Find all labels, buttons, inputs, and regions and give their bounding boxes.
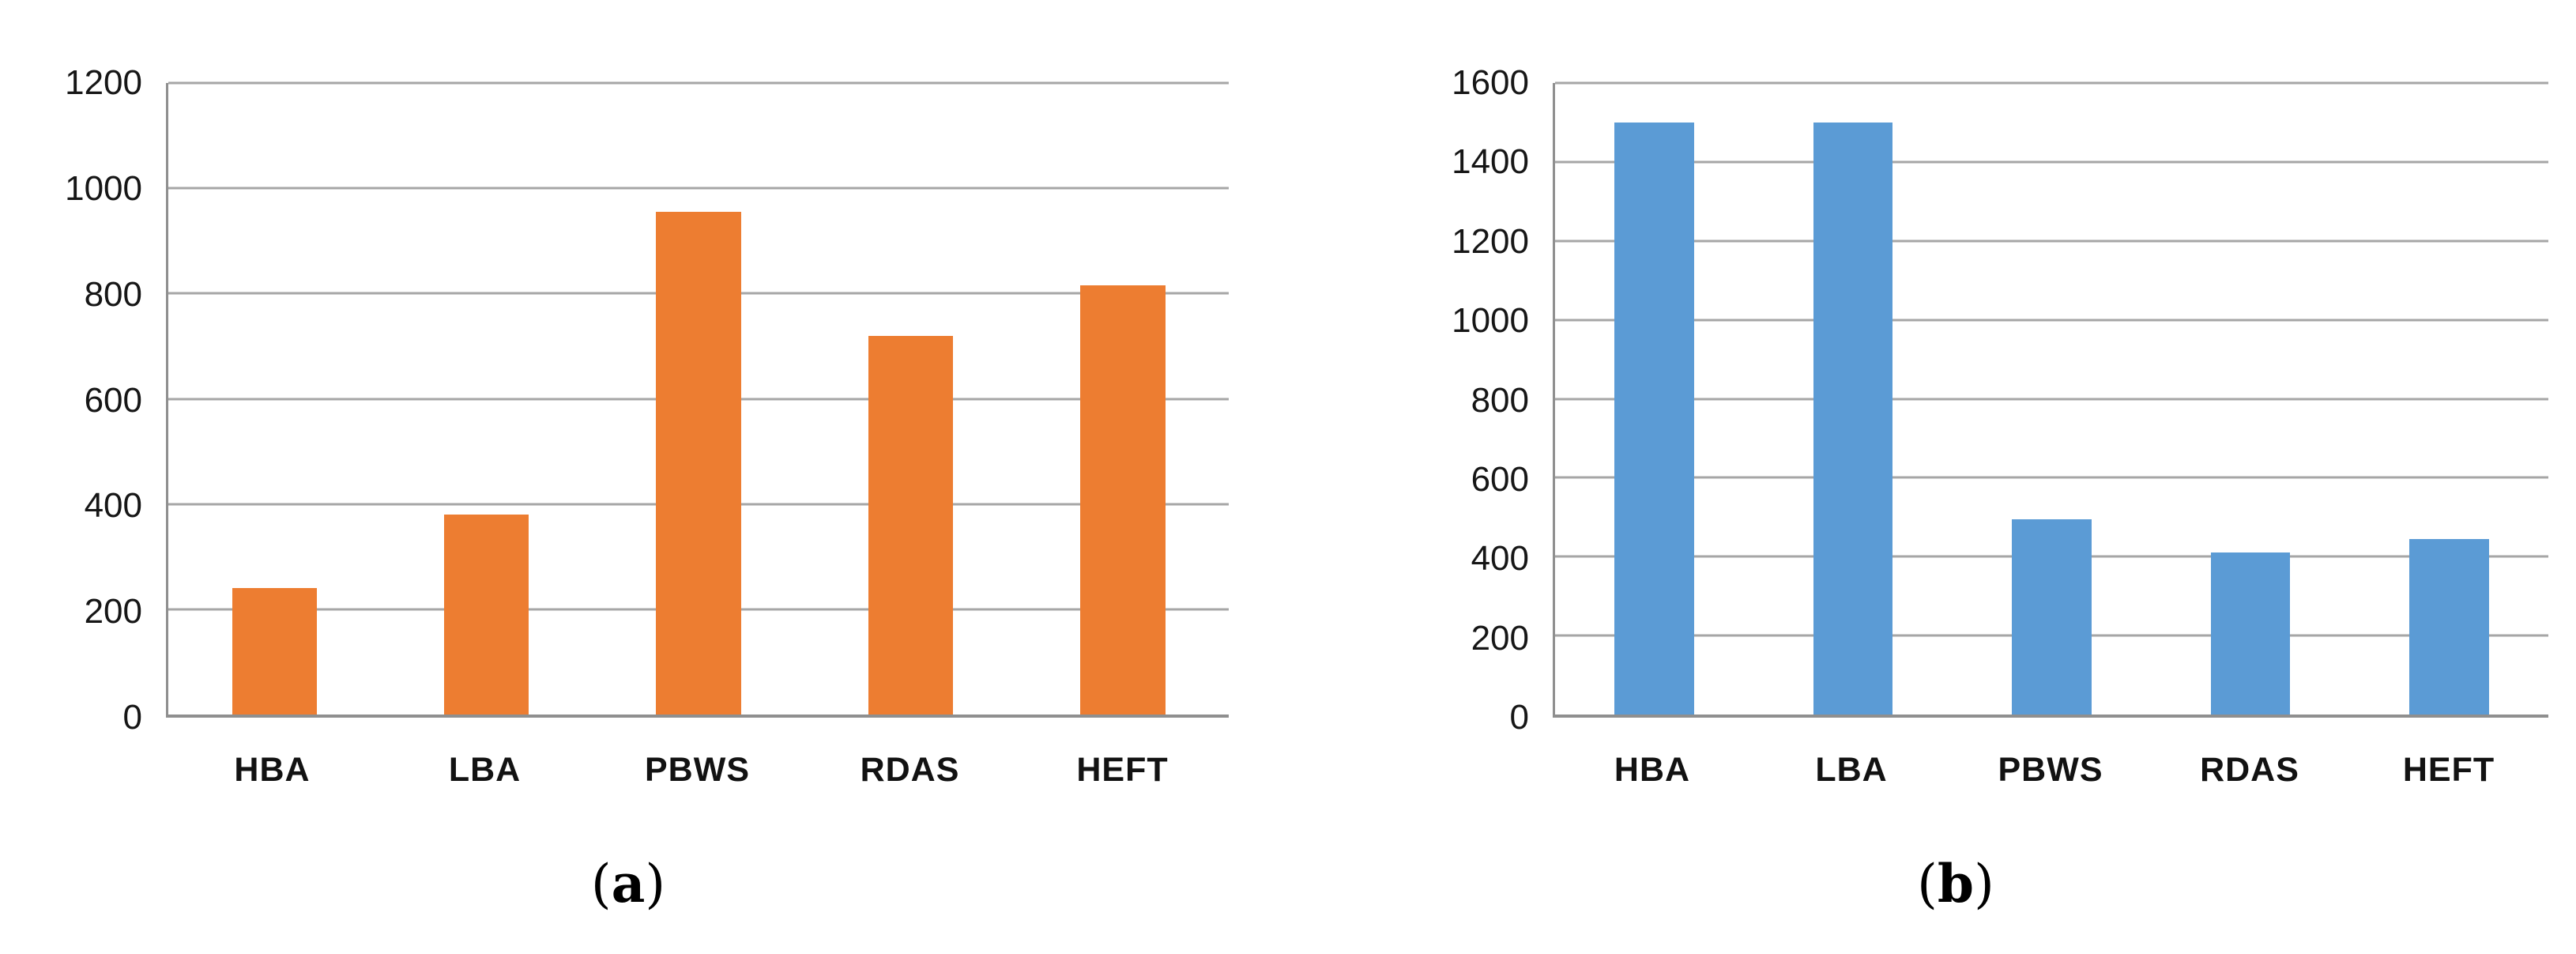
bar-slot-rdas — [2151, 83, 2349, 715]
y-tick-label-200: 200 — [1471, 618, 1529, 658]
bar-rdas — [2210, 552, 2291, 715]
gridline-600 — [1555, 476, 2548, 479]
x-tick-label-heft: HEFT — [2402, 751, 2495, 789]
gridline-800 — [1555, 398, 2548, 400]
x-tick-label-hba: HBA — [234, 751, 311, 789]
x-tick-label-pbws: PBWS — [645, 751, 750, 789]
bar-heft — [1080, 285, 1166, 715]
gridline-1000 — [1555, 319, 2548, 322]
caption-b: (b) — [1363, 853, 2548, 914]
bar-hba — [232, 588, 317, 715]
bar-series-b — [1555, 83, 2548, 715]
bar-series-a — [168, 83, 1229, 715]
y-tick-label-1200: 1200 — [1452, 221, 1529, 261]
bar-slot-rdas — [804, 83, 1016, 715]
y-tick-label-600: 600 — [1471, 459, 1529, 499]
bar-slot-hba — [1555, 83, 1753, 715]
x-tick-label-pbws: PBWS — [1998, 751, 2103, 789]
y-tick-label-600: 600 — [84, 380, 142, 420]
x-tick-label-lba: LBA — [1815, 751, 1888, 789]
bar-rdas — [868, 335, 954, 715]
y-tick-label-1600: 1600 — [1452, 63, 1529, 102]
gridline-1400 — [1555, 160, 2548, 164]
bar-lba — [1813, 122, 1893, 715]
bar-pbws — [2012, 518, 2092, 715]
chart-b: 1600 1400 1200 1000 800 600 400 200 0 — [1363, 66, 2548, 735]
x-tick-label-lba: LBA — [448, 751, 522, 789]
x-axis-labels-b: HBA LBA PBWS RDAS HEFT — [1553, 751, 2548, 790]
y-tick-label-400: 400 — [84, 486, 142, 526]
chart-a: 1200 1000 800 600 400 200 0 — [28, 66, 1229, 735]
plot-area-b — [1553, 81, 2548, 718]
y-tick-label-800: 800 — [1471, 380, 1529, 420]
y-tick-label-1000: 1000 — [65, 168, 142, 208]
caption-b-open-paren: ( — [1917, 854, 1938, 914]
gridline-1000 — [168, 187, 1229, 190]
caption-a-letter: a — [611, 853, 646, 914]
x-axis-spacer — [1363, 751, 1553, 790]
chart-panel-b: 1600 1400 1200 1000 800 600 400 200 0 HBA LBA PBWS… — [1363, 0, 2548, 954]
bar-slot-hba — [168, 83, 380, 715]
bar-slot-heft — [2350, 83, 2548, 715]
gridline-1200 — [168, 81, 1229, 85]
caption-a-close-paren: ) — [645, 854, 666, 914]
bar-slot-lba — [1753, 83, 1952, 715]
bar-lba — [443, 514, 529, 715]
x-tick-label-rdas: RDAS — [2200, 751, 2299, 789]
bar-slot-heft — [1017, 83, 1229, 715]
x-tick-label-hba: HBA — [1614, 751, 1691, 789]
y-tick-label-1200: 1200 — [65, 63, 142, 102]
bar-slot-lba — [380, 83, 592, 715]
x-axis-a: HBA LBA PBWS RDAS HEFT — [28, 751, 1229, 790]
x-tick-label-rdas: RDAS — [860, 751, 960, 789]
x-axis-labels-a: HBA LBA PBWS RDAS HEFT — [166, 751, 1229, 790]
caption-b-close-paren: ) — [1974, 854, 1994, 914]
y-tick-label-800: 800 — [84, 274, 142, 314]
x-axis-spacer — [28, 751, 166, 790]
caption-a-open-paren: ( — [590, 854, 612, 914]
x-tick-label-heft: HEFT — [1076, 751, 1169, 789]
bar-slot-pbws — [593, 83, 804, 715]
bar-heft — [2409, 538, 2489, 715]
y-tick-label-1400: 1400 — [1452, 142, 1529, 182]
y-tick-label-1000: 1000 — [1452, 301, 1529, 341]
caption-b-letter: b — [1937, 853, 1975, 914]
caption-a: (a) — [28, 853, 1229, 914]
chart-panel-a: 1200 1000 800 600 400 200 0 HBA LBA PBWS RDAS HEFT… — [28, 0, 1229, 954]
bar-pbws — [656, 212, 741, 715]
y-tick-label-200: 200 — [84, 592, 142, 632]
gridline-1600 — [1555, 81, 2548, 85]
y-tick-label-0: 0 — [122, 698, 142, 737]
y-tick-label-400: 400 — [1471, 539, 1529, 579]
y-axis-a: 1200 1000 800 600 400 200 0 — [28, 66, 166, 735]
y-tick-label-0: 0 — [1509, 698, 1529, 737]
bar-slot-pbws — [1953, 83, 2151, 715]
gridline-1200 — [1555, 239, 2548, 243]
plot-area-a — [166, 81, 1229, 718]
y-axis-b: 1600 1400 1200 1000 800 600 400 200 0 — [1363, 66, 1553, 735]
x-axis-b: HBA LBA PBWS RDAS HEFT — [1363, 751, 2548, 790]
bar-hba — [1614, 122, 1694, 715]
